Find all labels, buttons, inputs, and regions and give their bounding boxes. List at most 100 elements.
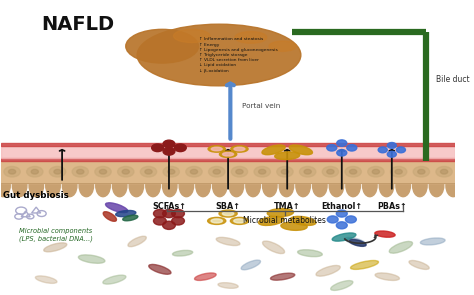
Ellipse shape: [267, 209, 293, 217]
Circle shape: [152, 144, 164, 152]
Circle shape: [168, 169, 175, 174]
Circle shape: [231, 166, 247, 177]
Ellipse shape: [123, 215, 138, 221]
Circle shape: [154, 209, 166, 218]
Ellipse shape: [163, 175, 177, 197]
Circle shape: [236, 169, 243, 174]
Ellipse shape: [212, 175, 227, 197]
Circle shape: [281, 169, 289, 174]
Ellipse shape: [230, 217, 248, 224]
Circle shape: [418, 169, 425, 174]
Text: Bile duct: Bile duct: [436, 76, 470, 84]
Ellipse shape: [194, 273, 216, 281]
Ellipse shape: [279, 175, 294, 197]
Ellipse shape: [316, 266, 340, 276]
Circle shape: [440, 169, 448, 174]
Ellipse shape: [332, 233, 356, 241]
Ellipse shape: [146, 175, 160, 197]
Ellipse shape: [96, 175, 110, 197]
Ellipse shape: [271, 273, 295, 280]
Circle shape: [163, 148, 175, 155]
Circle shape: [327, 145, 337, 151]
Ellipse shape: [331, 281, 353, 290]
Ellipse shape: [246, 175, 260, 197]
Ellipse shape: [329, 175, 344, 197]
Ellipse shape: [234, 147, 245, 151]
Circle shape: [186, 166, 202, 177]
Ellipse shape: [296, 175, 310, 197]
Ellipse shape: [29, 175, 44, 197]
Circle shape: [31, 169, 38, 174]
Text: ↑ Inflammation and steatosis
↑ Energy
↑ Lipogenesis and gluconeogenesis
↑ Trigly: ↑ Inflammation and steatosis ↑ Energy ↑ …: [199, 37, 277, 73]
Ellipse shape: [409, 260, 429, 269]
Circle shape: [372, 169, 380, 174]
Circle shape: [95, 166, 111, 177]
Ellipse shape: [179, 175, 194, 197]
Ellipse shape: [44, 243, 67, 252]
Circle shape: [378, 147, 387, 153]
Ellipse shape: [375, 273, 400, 281]
Circle shape: [345, 166, 361, 177]
Ellipse shape: [289, 145, 312, 155]
Circle shape: [387, 142, 396, 148]
Circle shape: [337, 140, 347, 146]
Circle shape: [100, 169, 107, 174]
Circle shape: [346, 216, 356, 223]
Ellipse shape: [281, 222, 307, 230]
Ellipse shape: [173, 250, 193, 256]
Ellipse shape: [312, 175, 327, 197]
Ellipse shape: [346, 175, 360, 197]
Ellipse shape: [389, 241, 412, 253]
Ellipse shape: [396, 175, 410, 197]
Circle shape: [140, 166, 157, 177]
Ellipse shape: [263, 241, 284, 254]
Ellipse shape: [234, 219, 245, 223]
Circle shape: [213, 169, 220, 174]
Ellipse shape: [211, 147, 222, 151]
Circle shape: [327, 169, 334, 174]
Circle shape: [396, 147, 405, 153]
Circle shape: [163, 209, 175, 218]
Circle shape: [391, 166, 407, 177]
Ellipse shape: [128, 236, 146, 247]
Circle shape: [277, 166, 293, 177]
Ellipse shape: [412, 175, 427, 197]
Circle shape: [395, 169, 402, 174]
Bar: [0, 146, 456, 158]
Circle shape: [9, 169, 16, 174]
Circle shape: [154, 217, 166, 225]
Ellipse shape: [351, 260, 379, 269]
Ellipse shape: [46, 175, 60, 197]
Ellipse shape: [0, 175, 10, 197]
Circle shape: [337, 150, 347, 156]
Ellipse shape: [241, 260, 261, 270]
Ellipse shape: [375, 231, 395, 237]
Ellipse shape: [231, 146, 248, 152]
Text: Microbial metabolites: Microbial metabolites: [244, 216, 327, 225]
Circle shape: [349, 169, 357, 174]
Bar: [0, 161, 456, 183]
Circle shape: [49, 166, 66, 177]
Circle shape: [4, 166, 20, 177]
Circle shape: [163, 166, 180, 177]
Ellipse shape: [275, 152, 300, 160]
Text: SBA↑: SBA↑: [216, 202, 241, 211]
Ellipse shape: [116, 210, 136, 217]
Circle shape: [327, 216, 338, 223]
Ellipse shape: [290, 216, 316, 225]
Ellipse shape: [349, 240, 366, 246]
Ellipse shape: [420, 238, 445, 245]
Circle shape: [191, 169, 198, 174]
Text: Gut dysbiosis: Gut dysbiosis: [3, 191, 69, 200]
Ellipse shape: [262, 145, 285, 155]
Circle shape: [337, 222, 347, 229]
Circle shape: [254, 166, 270, 177]
Ellipse shape: [137, 24, 301, 86]
Ellipse shape: [219, 151, 237, 158]
Ellipse shape: [258, 216, 284, 225]
Ellipse shape: [126, 29, 199, 63]
Circle shape: [172, 209, 184, 218]
Ellipse shape: [36, 276, 57, 283]
Ellipse shape: [173, 29, 210, 42]
Circle shape: [304, 169, 311, 174]
